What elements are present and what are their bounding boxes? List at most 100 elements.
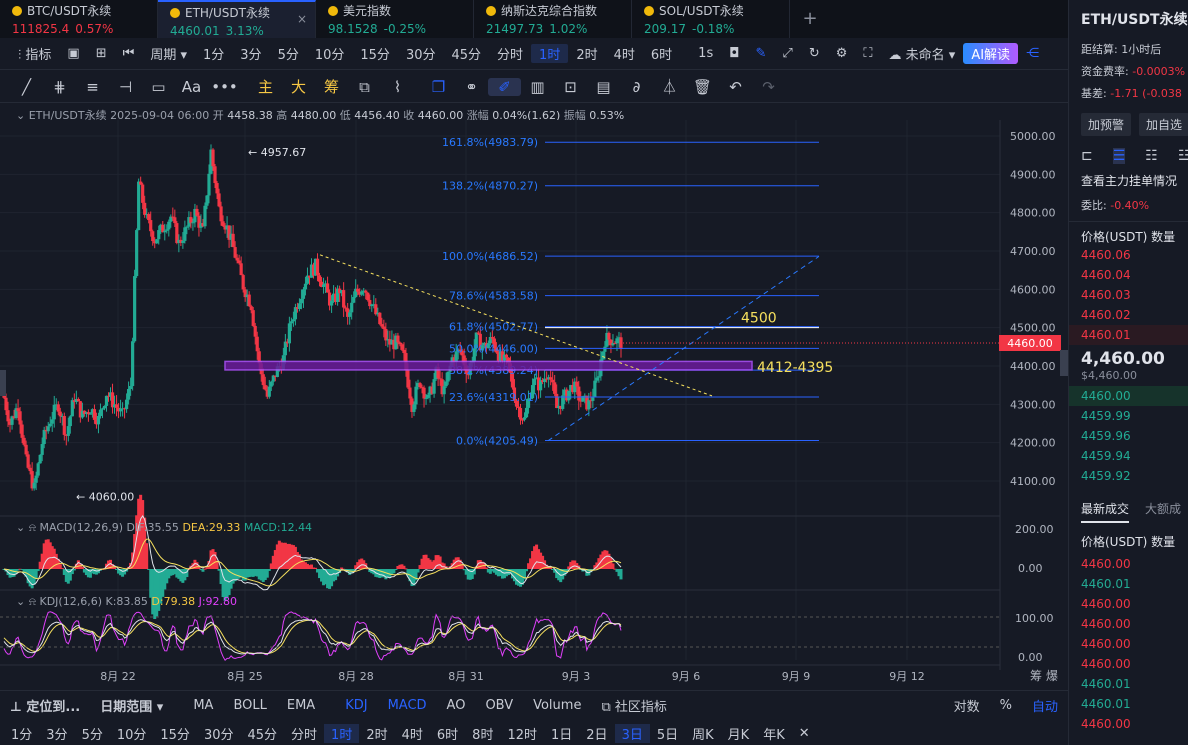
interval-button[interactable]: 30分 [405,48,436,63]
locate-button[interactable]: ⊥ 定位到... [10,700,81,715]
bid-row[interactable]: 4459.99 [1081,409,1131,423]
support-zone[interactable] [224,360,753,371]
lock-icon[interactable]: ⊡ [564,77,577,96]
range-button[interactable]: 1时 [324,723,360,743]
ask-row[interactable]: 4460.06 [1081,248,1131,262]
kdj-collapse-icon[interactable]: ⌄ ⍾ [16,595,36,608]
depth-mode-asks-icon[interactable]: ☷ [1145,148,1158,164]
ai-button[interactable]: AI解读 [963,43,1019,64]
interval-button[interactable]: 4时 [613,48,635,63]
symbol-tab[interactable]: BTC/USDT永续 111825.4 0.57% [0,0,158,38]
depth-mode-bids-icon[interactable]: ☰ [1112,148,1126,164]
draw-mode-icon[interactable]: ✐ [488,77,521,96]
sub-indicator-button[interactable]: OBV [485,698,514,713]
symbol-tab[interactable]: SOL/USDT永续 209.17 -0.18% [632,0,790,38]
sub-indicator-button[interactable]: KDJ [345,698,368,713]
bid-row[interactable]: 4459.96 [1081,429,1131,443]
magnet-icon[interactable]: ∂ [632,77,641,96]
range-button[interactable]: 6时 [436,727,459,743]
one-second-button[interactable]: 1s [698,46,714,61]
interval-button[interactable]: 3分 [240,48,262,63]
pen-icon[interactable]: ✎ [755,46,767,61]
indicators-button[interactable]: ⫶ 指标 [18,48,52,63]
depth-mode-list-icon[interactable]: ☳ [1178,148,1188,164]
add-favorite-button[interactable]: 加自选 [1139,113,1188,136]
range-button[interactable]: 年K [763,727,785,743]
settings-icon[interactable]: ⚙ [835,46,848,61]
collapse-icon[interactable]: ⌄ [16,109,26,122]
range-button[interactable]: 30分 [203,727,234,743]
range-button[interactable]: 3分 [46,727,68,743]
trash-icon[interactable]: 🗑 [692,77,713,96]
percent-toggle[interactable]: % [999,698,1012,713]
interval-button[interactable]: 45分 [451,48,482,63]
range-button[interactable]: 10分 [116,727,147,743]
ask-row[interactable]: 4460.03 [1081,288,1131,302]
interval-button[interactable]: 15分 [360,48,390,63]
undo-icon[interactable]: ↶ [729,77,742,96]
interval-button[interactable]: 6时 [650,48,673,63]
sub-indicator-button[interactable]: MACD [387,698,427,713]
rewind-icon[interactable]: ⏮ [122,46,135,61]
range-button[interactable]: 分时 [291,727,318,743]
main-indicator-button[interactable]: EMA [286,698,316,713]
range-button[interactable]: 2时 [366,727,388,743]
period-dropdown[interactable]: 周期 ▾ [150,48,187,63]
range-button[interactable]: 15分 [160,727,190,743]
parallel-tool-icon[interactable]: ⋕ [53,77,66,96]
note-icon[interactable]: ▤ [596,77,611,96]
link-icon[interactable]: ⚭ [465,77,478,96]
range-button[interactable]: 12时 [507,727,537,743]
copy-icon[interactable]: ❐ [431,77,446,96]
range-button[interactable]: 1分 [11,727,33,743]
range-button[interactable]: 周K [692,727,714,743]
left-scroll-handle[interactable] [0,370,6,396]
close-range-icon[interactable]: ✕ [798,725,810,741]
bid-row[interactable]: 4459.92 [1081,469,1131,483]
main-indicator-button[interactable]: MA [193,698,214,713]
range-button[interactable]: 3日 [614,723,650,743]
hline-tool-icon[interactable]: ⊣ [118,77,133,96]
symbol-tab[interactable]: 美元指数 98.1528 -0.25% [316,0,474,38]
price-chart[interactable]: 5000.00 4900.00 4800.00 4700.00 4600.00 4500.… [0,120,1068,690]
ask-row[interactable]: 4460.04 [1081,268,1131,282]
range-button[interactable]: 8时 [472,727,494,743]
symbol-tab[interactable]: ETH/USDT永续 4460.01 3.13% × [158,0,316,38]
brush-icon[interactable]: ⌇ [393,77,402,96]
share-icon[interactable]: ⋲ [1026,46,1040,61]
redo-arrow-icon[interactable]: ↷ [762,77,775,96]
calendar-icon[interactable]: ▣ [67,46,80,61]
right-scroll-handle[interactable] [1060,350,1068,376]
interval-button[interactable]: 5分 [277,48,299,63]
interval-button[interactable]: 1分 [203,48,225,63]
community-indicators-button[interactable]: ⧉ 社区指标 [601,700,667,715]
range-button[interactable]: 5日 [656,727,679,743]
interval-button[interactable]: 2时 [576,48,598,63]
text-tool[interactable]: Aa [181,77,202,96]
candle-icon[interactable]: ▥ [530,77,545,96]
interval-button[interactable]: 10分 [314,48,345,63]
interval-button[interactable]: 分时 [497,48,524,63]
log-toggle[interactable]: 对数 [953,700,980,715]
sub-indicator-button[interactable]: AO [446,698,466,713]
axis-label-chou[interactable]: 筹 [1030,669,1042,683]
macd-collapse-icon[interactable]: ⌄ ⍾ [16,521,36,534]
range-button[interactable]: 5分 [81,727,103,743]
redo-icon[interactable]: ↻ [808,46,820,61]
range-button[interactable]: 4时 [401,727,423,743]
date-range-dropdown[interactable]: 日期范围 ▾ [100,700,164,715]
latest-trades-tab[interactable]: 最新成交 [1081,500,1130,523]
cloud-layout-button[interactable]: ☁ 未命名 ▾ [888,48,956,63]
range-button[interactable]: 45分 [247,727,278,743]
big-order-button[interactable]: 大 [290,78,306,96]
range-button[interactable]: 1日 [551,727,573,743]
main-indicator-button[interactable]: BOLL [233,698,267,713]
big-trades-tab[interactable]: 大额成 [1145,502,1182,516]
depth-mode-both-icon[interactable]: ⊏ [1081,148,1093,164]
filter-icon[interactable]: ⏃ [661,78,677,96]
layout-icon[interactable]: ⊞ [95,46,107,61]
more-tools[interactable]: ••• [211,77,238,96]
ruler-icon[interactable]: ⧉ [359,77,370,96]
depth-title[interactable]: 查看主力挂单情况 [1081,174,1178,188]
auto-toggle[interactable]: 自动 [1031,700,1058,715]
